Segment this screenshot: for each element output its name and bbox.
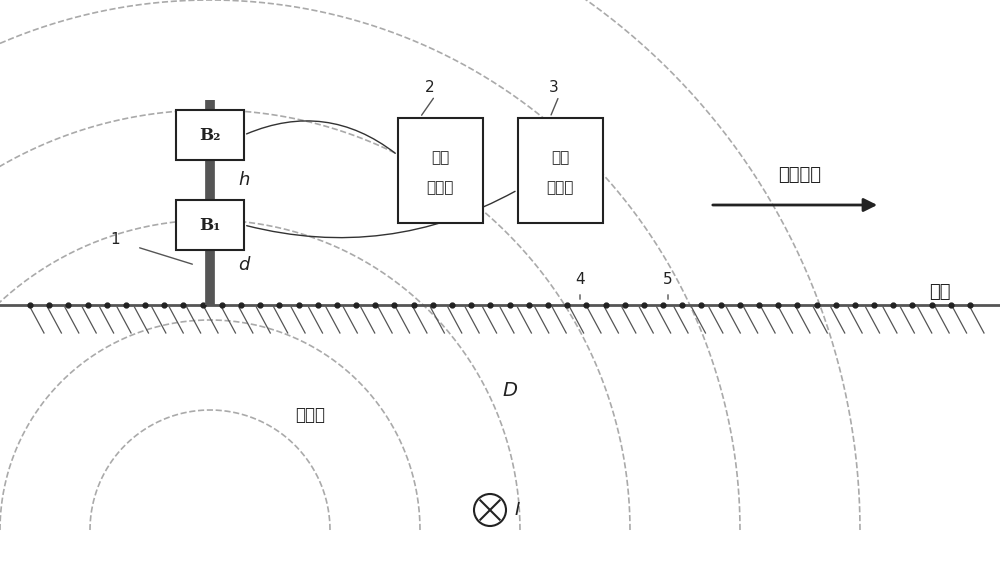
Circle shape (474, 494, 506, 526)
Text: 质子: 质子 (431, 151, 449, 166)
Text: $h$: $h$ (238, 171, 250, 189)
Text: 3: 3 (549, 81, 559, 95)
Text: 磁力仪: 磁力仪 (546, 181, 574, 196)
Text: 1: 1 (110, 232, 120, 247)
Text: 2: 2 (425, 81, 435, 95)
Text: 磁力仪: 磁力仪 (426, 181, 454, 196)
Text: $d$: $d$ (238, 256, 252, 274)
Text: 移动方向: 移动方向 (778, 166, 822, 184)
Text: 地面: 地面 (929, 283, 951, 301)
Bar (176, 200, 244, 250)
Bar (176, 110, 244, 160)
Bar (398, 117, 482, 223)
Text: B₂: B₂ (199, 126, 221, 144)
Text: 4: 4 (575, 273, 585, 288)
Text: $D$: $D$ (502, 381, 518, 400)
Text: 5: 5 (663, 273, 673, 288)
Text: B₁: B₁ (199, 217, 221, 233)
Text: 静磁场: 静磁场 (295, 406, 325, 424)
Text: $I$: $I$ (514, 501, 521, 519)
Bar (518, 117, 602, 223)
Text: 质子: 质子 (551, 151, 569, 166)
